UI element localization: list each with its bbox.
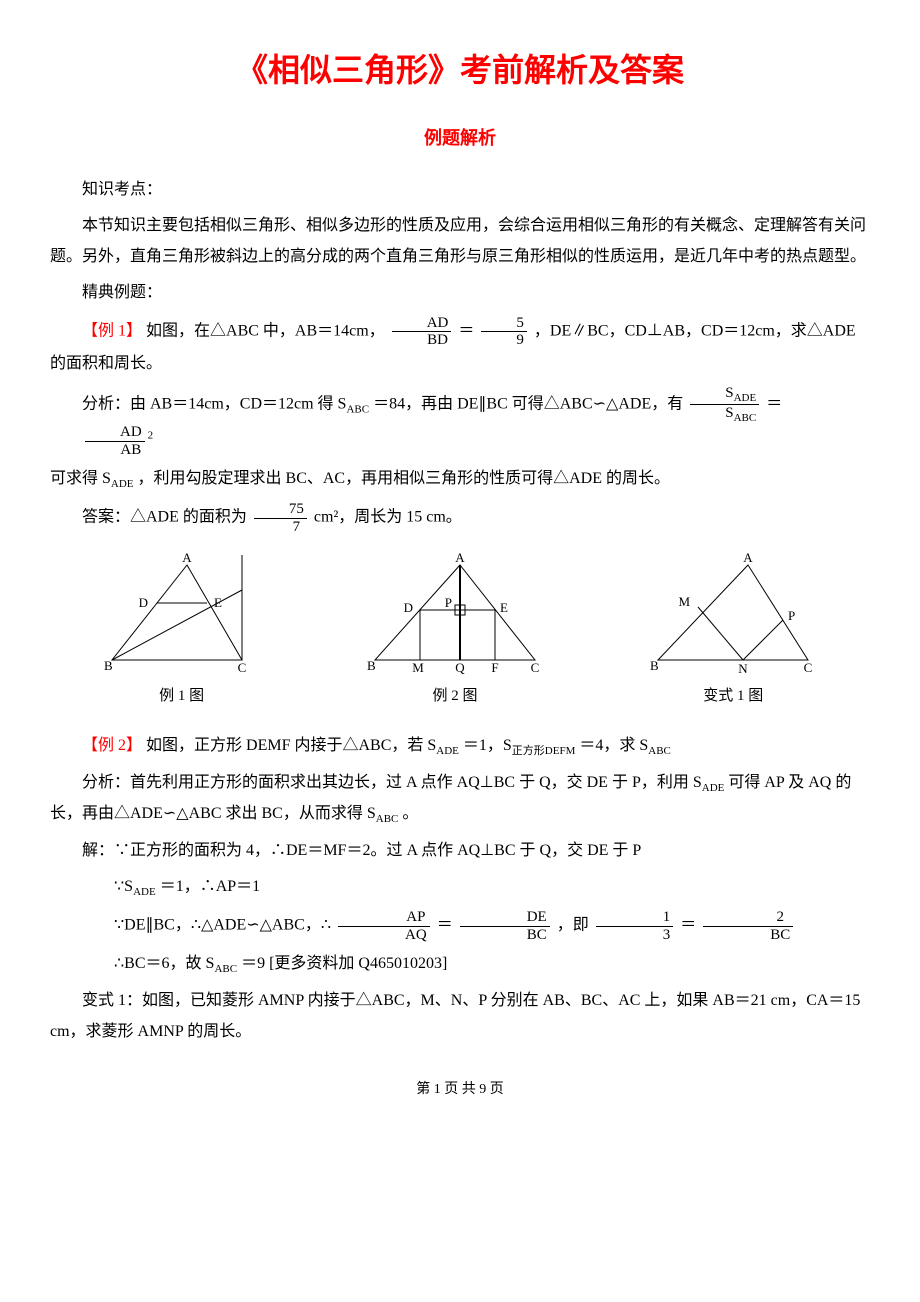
fraction-s-ratio: SADE SABC [690,385,759,424]
svg-text:C: C [804,660,813,675]
svg-text:M: M [412,660,424,675]
svg-text:A: A [744,550,754,565]
fraction-5-9: 5 9 [481,315,527,349]
examples-label: 精典例题： [50,278,870,308]
figure-1-caption: 例 1 图 [92,682,272,711]
figure-3-svg: A M P B N C [638,550,828,680]
page-footer: 第 1 页 共 9 页 [50,1077,870,1104]
svg-text:E: E [500,600,508,615]
fraction-75-7: 75 7 [254,501,307,535]
svg-text:B: B [650,658,659,673]
example-1-tag: 【例 1】 [82,322,142,339]
example-1: 【例 1】 如图，在△ABC 中，AB＝14cm， AD BD ＝ 5 9 ，D… [50,315,870,379]
example-2-solution-1: 解：∵正方形的面积为 4，∴DE＝MF＝2。过 A 点作 AQ⊥BC 于 Q，交… [50,836,870,866]
svg-text:C: C [237,660,246,675]
example-2-solution-3: ∵DE∥BC，∴△ADE∽△ABC，∴ AP AQ ＝ DE BC ，即 1 3… [50,909,870,943]
knowledge-label: 知识考点： [50,175,870,205]
example-1-analysis: 分析：由 AB＝14cm，CD＝12cm 得 SABC ＝84，再由 DE∥BC… [50,385,870,458]
example-2-tag: 【例 2】 [82,737,142,754]
example-1-text-a: 如图，在△ABC 中，AB＝14cm， [146,322,385,339]
svg-text:Q: Q [455,660,465,675]
knowledge-body: 本节知识主要包括相似三角形、相似多边形的性质及应用，会综合运用相似三角形的有关概… [50,211,870,272]
example-1-analysis-cont: 可求得 SADE ，利用勾股定理求出 BC、AC，再用相似三角形的性质可得△AD… [50,464,870,495]
figure-1: A D E B C 例 1 图 [92,550,272,711]
figure-2-caption: 例 2 图 [355,682,555,711]
figure-1-svg: A D E B C [92,550,272,680]
fraction-ad-ab: AD AB [85,424,145,458]
svg-text:N: N [739,661,749,676]
example-2-solution-2: ∵SADE ＝1，∴AP＝1 [50,872,870,903]
svg-text:D: D [138,595,147,610]
svg-text:A: A [182,550,192,565]
svg-text:C: C [531,660,540,675]
svg-text:A: A [455,550,465,565]
eq-sign: ＝ [458,322,474,339]
svg-text:F: F [491,660,498,675]
fraction-ap-aq: AP AQ [338,909,430,943]
fraction-2-bc: 2 BC [703,909,793,943]
figure-2-svg: A D P E B M Q F C [355,550,555,680]
figure-2: A D P E B M Q F C 例 2 图 [355,550,555,711]
svg-text:P: P [445,595,452,610]
variant-1: 变式 1：如图，已知菱形 AMNP 内接于△ABC，M、N、P 分别在 AB、B… [50,986,870,1047]
example-2: 【例 2】 如图，正方形 DEMF 内接于△ABC，若 SADE ＝1，S正方形… [50,731,870,762]
example-2-analysis: 分析：首先利用正方形的面积求出其边长，过 A 点作 AQ⊥BC 于 Q，交 DE… [50,768,870,830]
example-1-answer: 答案：△ADE 的面积为 75 7 cm²，周长为 15 cm。 [50,501,870,535]
figures-row: A D E B C 例 1 图 A D P E B M Q F C 例 2 图 [50,550,870,711]
figure-3-caption: 变式 1 图 [638,682,828,711]
fraction-de-bc: DE BC [460,909,550,943]
page-title: 《相似三角形》考前解析及答案 [50,40,870,101]
example-2-solution-4: ∴BC＝6，故 SABC ＝9 [更多资料加 Q465010203] [50,949,870,980]
svg-text:D: D [404,600,413,615]
svg-text:M: M [679,594,691,609]
fraction-1-3: 1 3 [596,909,674,943]
fraction-ad-bd: AD BD [392,315,452,349]
svg-text:E: E [214,595,222,610]
figure-3: A M P B N C 变式 1 图 [638,550,828,711]
subtitle: 例题解析 [50,121,870,155]
svg-text:B: B [104,658,113,673]
svg-text:B: B [367,658,376,673]
svg-text:P: P [788,608,795,623]
